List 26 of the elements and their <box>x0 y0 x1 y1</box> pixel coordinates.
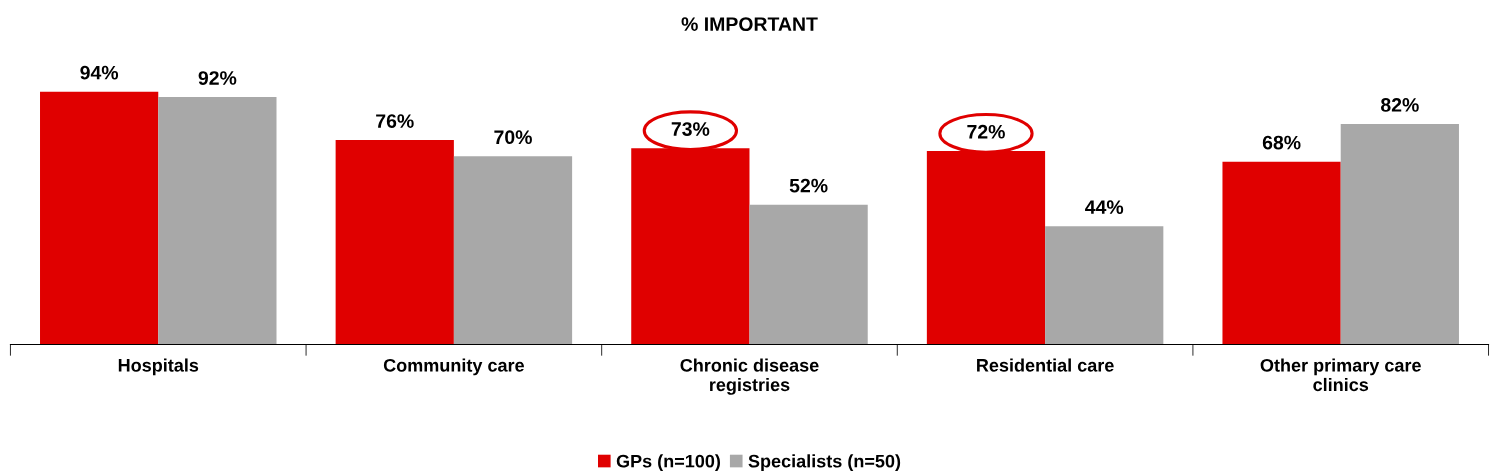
bar <box>40 91 159 345</box>
data-label: 44% <box>1085 200 1124 214</box>
data-label: 94% <box>80 65 119 80</box>
data-label: 76% <box>376 114 414 128</box>
data-label: 70% <box>494 130 532 145</box>
data-label: 92% <box>198 71 237 85</box>
x-tick-label: Community care <box>383 358 524 376</box>
legend-label: GPs (n=100) <box>616 454 720 472</box>
legend-label: Specialists (n=50) <box>748 454 901 472</box>
bar <box>158 97 277 345</box>
chart-title: % IMPORTANT <box>681 17 818 31</box>
x-tick-label: Other primary care clinics <box>1260 358 1421 392</box>
x-tick-label: Residential care <box>977 358 1114 372</box>
data-label: 82% <box>1381 98 1419 112</box>
bar <box>335 140 454 345</box>
annotation: 73% <box>671 122 710 136</box>
x-tick-label: Chronic disease registries <box>680 358 819 395</box>
data-label: 68% <box>1262 135 1301 150</box>
x-tick-label: Hospitals <box>118 358 199 376</box>
bar <box>1340 123 1459 345</box>
bar <box>1222 161 1341 345</box>
bar <box>453 156 573 345</box>
bar <box>1045 226 1164 345</box>
data-label: 52% <box>789 178 828 193</box>
bar <box>749 204 868 345</box>
annotation: 72% <box>967 124 1005 139</box>
